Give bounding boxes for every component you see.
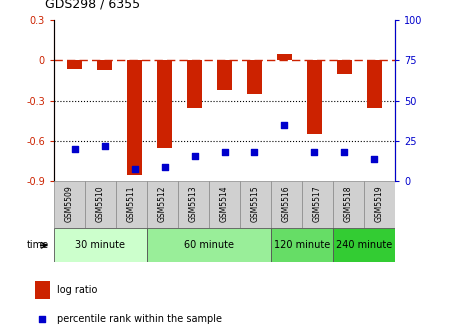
Text: GDS298 / 6355: GDS298 / 6355 <box>45 0 140 10</box>
Bar <box>67 60 82 69</box>
Bar <box>54 228 147 262</box>
Text: GSM5517: GSM5517 <box>313 185 322 222</box>
Point <box>39 317 46 322</box>
Bar <box>209 181 240 228</box>
Point <box>341 150 348 155</box>
Bar <box>302 181 333 228</box>
Bar <box>271 228 333 262</box>
Point <box>221 150 228 155</box>
Text: GSM5511: GSM5511 <box>127 185 136 222</box>
Bar <box>178 181 209 228</box>
Bar <box>116 181 147 228</box>
Text: GSM5509: GSM5509 <box>65 185 74 222</box>
Point <box>251 150 258 155</box>
Bar <box>127 60 142 175</box>
Bar <box>97 60 112 70</box>
Bar <box>217 60 232 90</box>
Text: GSM5519: GSM5519 <box>375 185 384 222</box>
Text: 120 minute: 120 minute <box>274 240 330 250</box>
Bar <box>333 181 364 228</box>
Bar <box>271 181 302 228</box>
Point <box>191 153 198 158</box>
Text: GSM5512: GSM5512 <box>158 185 167 222</box>
Text: 60 minute: 60 minute <box>184 240 234 250</box>
Text: time: time <box>27 240 49 250</box>
Point <box>71 146 79 152</box>
Text: GSM5513: GSM5513 <box>189 185 198 222</box>
Text: 30 minute: 30 minute <box>75 240 125 250</box>
Bar <box>157 60 172 148</box>
Bar <box>247 60 262 94</box>
Bar <box>367 60 382 108</box>
Bar <box>364 181 395 228</box>
Text: GSM5516: GSM5516 <box>282 185 291 222</box>
Bar <box>35 281 49 299</box>
Point <box>370 156 378 162</box>
Text: GSM5510: GSM5510 <box>96 185 105 222</box>
Text: 240 minute: 240 minute <box>336 240 392 250</box>
Text: GSM5515: GSM5515 <box>251 185 260 222</box>
Text: log ratio: log ratio <box>57 285 97 295</box>
Bar <box>337 60 352 74</box>
Text: percentile rank within the sample: percentile rank within the sample <box>57 314 222 324</box>
Text: GSM5518: GSM5518 <box>344 185 353 222</box>
Bar <box>333 228 395 262</box>
Bar <box>147 228 271 262</box>
Point <box>131 166 138 171</box>
Bar <box>147 181 178 228</box>
Bar <box>54 181 85 228</box>
Point <box>311 150 318 155</box>
Bar <box>187 60 202 108</box>
Bar <box>277 54 292 60</box>
Bar <box>307 60 322 134</box>
Point <box>161 164 168 170</box>
Point <box>281 122 288 128</box>
Point <box>101 143 108 149</box>
Bar <box>85 181 116 228</box>
Text: GSM5514: GSM5514 <box>220 185 229 222</box>
Bar <box>240 181 271 228</box>
